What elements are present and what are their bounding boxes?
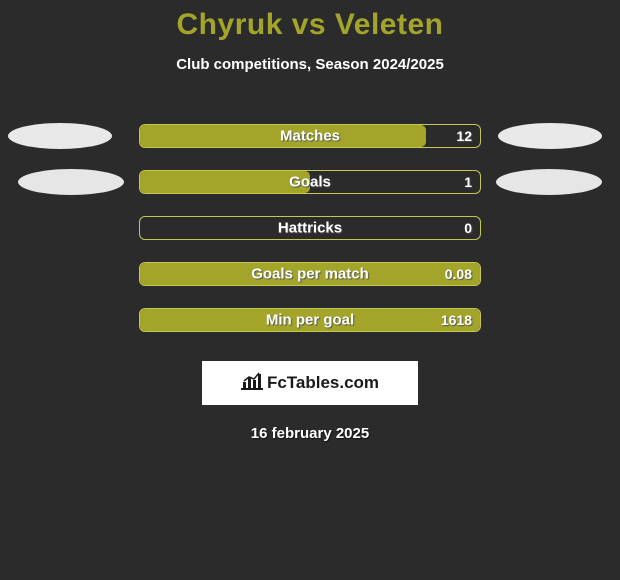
stat-bar-fill [140, 171, 310, 193]
stat-value: 0.08 [445, 266, 472, 282]
comparison-panel: Chyruk vs Veleten Club competitions, Sea… [0, 0, 620, 442]
stat-label: Matches [280, 128, 340, 145]
stat-row: Matches 12 [0, 113, 620, 159]
chart-icon [241, 372, 263, 395]
stat-value: 12 [456, 128, 472, 144]
subtitle: Club competitions, Season 2024/2025 [0, 56, 620, 73]
stat-rows: Matches 12 Goals 1 Hattricks 0 Goals per match… [0, 113, 620, 343]
stat-label: Min per goal [266, 312, 354, 329]
player-oval-left [8, 123, 112, 149]
stat-row: Goals per match 0.08 [0, 251, 620, 297]
player-oval-right [498, 123, 602, 149]
stat-bar: Hattricks 0 [139, 216, 481, 240]
stat-bar: Min per goal 1618 [139, 308, 481, 332]
stat-label: Hattricks [278, 220, 342, 237]
stat-row: Goals 1 [0, 159, 620, 205]
stat-bar: Goals per match 0.08 [139, 262, 481, 286]
stat-label: Goals [289, 174, 331, 191]
logo-box[interactable]: FcTables.com [202, 361, 418, 405]
stat-row: Min per goal 1618 [0, 297, 620, 343]
stat-value: 1 [464, 174, 472, 190]
stat-bar: Goals 1 [139, 170, 481, 194]
stat-bar: Matches 12 [139, 124, 481, 148]
page-title: Chyruk vs Veleten [0, 8, 620, 42]
stat-row: Hattricks 0 [0, 205, 620, 251]
stat-label: Goals per match [251, 266, 369, 283]
stat-value: 1618 [441, 312, 472, 328]
player-oval-left [18, 169, 124, 195]
logo-text: FcTables.com [267, 373, 379, 393]
date-text: 16 february 2025 [0, 425, 620, 442]
logo-inner: FcTables.com [241, 372, 379, 395]
player-oval-right [496, 169, 602, 195]
stat-value: 0 [464, 220, 472, 236]
